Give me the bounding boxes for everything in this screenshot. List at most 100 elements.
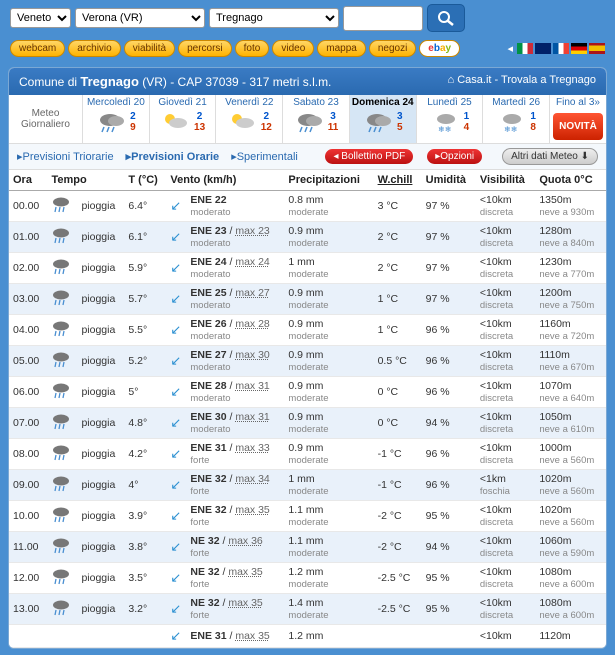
cell-cond: pioggia [77,563,124,594]
tab-orarie[interactable]: ▸Previsioni Orarie [126,150,220,163]
cell-temp: 4° [124,470,166,501]
tab-triorarie[interactable]: ▸Previsioni Triorarie [17,150,114,163]
cell-cond: pioggia [77,532,124,563]
localita-select[interactable]: Tregnago [209,8,339,28]
search-input[interactable] [343,6,423,31]
cell-cond [77,625,124,648]
wind-icon: ↙ [166,501,186,532]
wind-icon: ↙ [166,563,186,594]
table-row: 11.00 pioggia 3.8° ↙ NE 32 / max 36forte… [9,532,606,563]
weather-icon [47,532,77,563]
cell-hour: 11.00 [9,532,47,563]
cell-hour: 07.00 [9,408,47,439]
location-title: Comune di Tregnago (VR) - CAP 37039 - 31… [19,74,331,89]
cell-wind: ENE 32 / max 34forte [186,470,284,501]
cell-humid: 94 % [422,408,476,439]
cell-wind: ENE 26 / max 28moderato [186,315,284,346]
nav-video[interactable]: video [272,40,314,57]
cell-wind: ENE 27 / max 30moderato [186,346,284,377]
wind-icon: ↙ [166,625,186,648]
col-tempo: Tempo [47,170,124,191]
weather-icon [47,594,77,625]
nav-percorsi[interactable]: percorsi [178,40,232,57]
flag-es[interactable] [589,43,605,54]
cell-vis: <10kmdiscreta [476,532,535,563]
cell-cond: pioggia [77,470,124,501]
cell-wchill: -1 °C [374,439,422,470]
fino-link[interactable]: Fino al 3» [550,95,606,110]
nav-mappa[interactable]: mappa [317,40,366,57]
cell-quota: 1020mneve a 560m [535,501,606,532]
novita-button[interactable]: NOVITÀ [553,113,603,140]
day-6[interactable]: Martedì 26 ❄❄ 18 [483,95,550,143]
flag-uk[interactable] [535,43,551,54]
day-2[interactable]: Venerdì 22 212 [216,95,283,143]
cell-precip: 0.9 mmmoderate [284,315,373,346]
cell-hour [9,625,47,648]
cell-wchill: 2 °C [374,222,422,253]
cell-wchill: -2 °C [374,501,422,532]
forecast-table: Ora Tempo T (°C) Vento (km/h) Precipitaz… [9,170,606,648]
cell-humid: 97 % [422,284,476,315]
flag-it[interactable] [517,43,533,54]
cell-vis: <10kmdiscreta [476,439,535,470]
cell-precip: 0.9 mmmoderate [284,377,373,408]
flag-fr[interactable] [553,43,569,54]
cell-quota: 1080mneve a 600m [535,563,606,594]
nav-viabilità[interactable]: viabilità [124,40,175,57]
cell-wchill: 1 °C [374,315,422,346]
cell-vis: <10kmdiscreta [476,284,535,315]
table-row: 13.00 pioggia 3.2° ↙ NE 32 / max 35forte… [9,594,606,625]
cell-temp: 5° [124,377,166,408]
cell-temp: 3.5° [124,563,166,594]
altri-button[interactable]: Altri dati Meteo ⬇ [502,148,598,165]
cell-humid: 96 % [422,377,476,408]
day-0[interactable]: Mercoledì 20 29 [83,95,150,143]
day-4[interactable]: Domenica 24 35 [350,95,417,143]
cell-quota: 1230mneve a 770m [535,253,606,284]
cell-humid: 97 % [422,191,476,222]
provincia-select[interactable]: Verona (VR) [75,8,205,28]
cell-cond: pioggia [77,315,124,346]
cell-temp: 5.5° [124,315,166,346]
cell-humid: 96 % [422,439,476,470]
flag-de[interactable] [571,43,587,54]
cell-wind: ENE 25 / max 27moderato [186,284,284,315]
ebay-pill[interactable]: ebay [419,40,460,57]
cell-cond: pioggia [77,191,124,222]
cell-temp: 6.4° [124,191,166,222]
casa-link[interactable]: ⌂ Casa.it - Trovala a Tregnago [448,74,597,89]
cell-vis: <10km [476,625,535,648]
nav-negozi[interactable]: negozi [369,40,416,57]
cell-wind: ENE 24 / max 24moderato [186,253,284,284]
weather-icon [47,501,77,532]
wind-icon: ↙ [166,377,186,408]
day-3[interactable]: Sabato 23 311 [283,95,350,143]
day-5[interactable]: Lunedì 25 ❄❄ 14 [417,95,484,143]
regione-select[interactable]: Veneto [10,8,71,28]
cell-temp: 4.2° [124,439,166,470]
weather-icon [47,191,77,222]
bollettino-button[interactable]: ◂ Bollettino PDF [325,149,413,164]
cell-hour: 05.00 [9,346,47,377]
nav-archivio[interactable]: archivio [68,40,120,57]
day-1[interactable]: Giovedì 21 213 [150,95,217,143]
nav-foto[interactable]: foto [235,40,270,57]
table-row: 01.00 pioggia 6.1° ↙ ENE 23 / max 23mode… [9,222,606,253]
cell-wchill: 0 °C [374,408,422,439]
cell-wchill: 2 °C [374,253,422,284]
wind-icon: ↙ [166,253,186,284]
opzioni-button[interactable]: ▸Opzioni [427,149,482,164]
cell-quota: 1280mneve a 840m [535,222,606,253]
tab-sperimentali[interactable]: ▸Sperimentali [231,150,298,163]
cell-humid: 95 % [422,594,476,625]
cell-hour: 06.00 [9,377,47,408]
cell-wind: NE 32 / max 35forte [186,563,284,594]
wind-icon: ↙ [166,346,186,377]
nav-webcam[interactable]: webcam [10,40,65,57]
cell-temp: 5.9° [124,253,166,284]
search-button[interactable] [427,4,465,32]
weather-icon [47,470,77,501]
cell-quota: 1350mneve a 930m [535,191,606,222]
cell-vis: <10kmdiscreta [476,222,535,253]
